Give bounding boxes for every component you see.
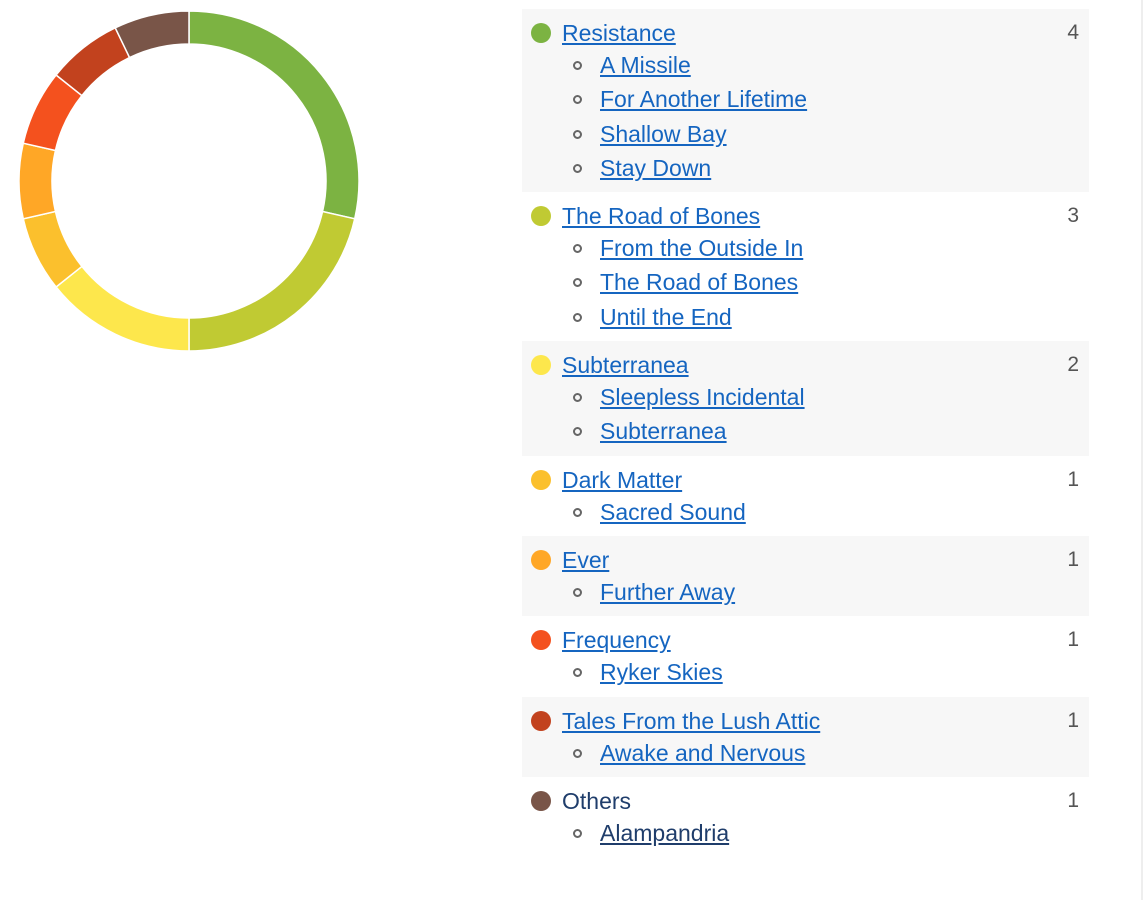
legend-group-count: 1 (1067, 467, 1079, 491)
legend-group: Dark Matter 1 Sacred Sound (522, 456, 1089, 536)
legend-item-link[interactable]: Subterranea (600, 418, 727, 445)
bullet-icon (573, 507, 582, 517)
legend-group: The Road of Bones 3 From the Outside In The… (522, 192, 1089, 341)
legend-group-header: Tales From the Lush Attic 1 (522, 706, 1089, 736)
legend-group-name[interactable]: Dark Matter (562, 466, 683, 493)
donut-chart (18, 10, 360, 352)
legend-color-dot-icon (531, 23, 551, 43)
legend-item: From the Outside In (522, 231, 1089, 265)
bullet-icon (573, 129, 582, 139)
bullet-icon (573, 748, 582, 758)
legend-item-list: Ryker Skies (522, 655, 1089, 689)
legend-item: Sacred Sound (522, 495, 1089, 529)
bullet-icon (573, 95, 582, 105)
legend-group-name[interactable]: Ever (562, 546, 610, 573)
legend-group-header: Others 1 (522, 786, 1089, 816)
legend-group: Frequency 1 Ryker Skies (522, 616, 1089, 696)
legend-color-dot-icon (531, 206, 551, 227)
legend-item: Alampandria (522, 816, 1089, 850)
bullet-icon (573, 427, 582, 437)
bullet-icon (573, 587, 582, 597)
legend-group-header: Resistance 4 (522, 18, 1089, 48)
legend-group-header: Subterranea 2 (522, 350, 1089, 380)
legend-group-header: Frequency 1 (522, 625, 1089, 655)
bullet-icon (573, 393, 582, 403)
legend-item: A Missile (522, 48, 1089, 82)
bullet-icon (573, 244, 582, 254)
legend-color-dot-icon (531, 710, 551, 731)
legend-color-dot-icon (531, 549, 551, 570)
legend-group-name[interactable]: Resistance (562, 20, 676, 46)
legend-group-count: 1 (1067, 788, 1079, 812)
legend-color-dot-icon (531, 469, 551, 490)
bullet-icon (573, 278, 582, 288)
legend-group-count: 4 (1067, 21, 1079, 44)
legend-group: Resistance 4 A Missile For Another Lifetime… (522, 9, 1089, 193)
legend-item: Ryker Skies (522, 655, 1089, 689)
legend-item-link[interactable]: Stay Down (600, 154, 712, 181)
legend-item-link[interactable]: Ryker Skies (600, 659, 723, 686)
legend-item-link[interactable]: The Road of Bones (600, 269, 799, 296)
legend-color-dot-icon (531, 355, 551, 376)
legend-group-header: Ever 1 (522, 545, 1089, 575)
legend-item: Subterranea (522, 414, 1089, 448)
legend-item: Sleepless Incidental (522, 380, 1089, 414)
legend-item: Awake and Nervous (522, 736, 1089, 770)
legend-item-list: Alampandria (522, 816, 1089, 850)
legend-group: Subterranea 2 Sleepless Incidental Subterra… (522, 341, 1089, 456)
legend-group-count: 1 (1067, 628, 1079, 652)
legend-group-name[interactable]: Subterranea (562, 352, 689, 379)
donut-slice[interactable] (188, 10, 360, 220)
legend-group-name[interactable]: Frequency (562, 627, 671, 654)
legend-group-count: 1 (1067, 708, 1079, 732)
scrollbar-track[interactable] (1141, 0, 1143, 900)
donut-slice[interactable] (18, 142, 57, 220)
legend-group-name: Others (562, 787, 632, 814)
legend-color-dot-icon (531, 630, 551, 651)
bullet-icon (573, 163, 582, 173)
chart-legend: Resistance 4 A Missile For Another Lifetime… (522, 9, 1089, 857)
legend-item-link[interactable]: For Another Lifetime (600, 86, 808, 113)
legend-item-link[interactable]: Further Away (600, 578, 736, 605)
legend-group-count: 1 (1067, 547, 1079, 571)
legend-item: Shallow Bay (522, 117, 1089, 151)
legend-item-link[interactable]: Sleepless Incidental (600, 384, 805, 411)
legend-item-link[interactable]: Sacred Sound (600, 498, 746, 525)
legend-group-name[interactable]: Tales From the Lush Attic (562, 707, 821, 734)
legend-item-list: Further Away (522, 575, 1089, 609)
legend-item-link[interactable]: A Missile (600, 52, 691, 78)
bullet-icon (573, 828, 582, 838)
legend-item: Stay Down (522, 151, 1089, 185)
legend-item: Further Away (522, 575, 1089, 609)
donut-slice[interactable] (188, 210, 356, 352)
legend-item-link[interactable]: Shallow Bay (600, 120, 727, 147)
legend-item: The Road of Bones (522, 265, 1089, 299)
legend-group-header: Dark Matter 1 (522, 465, 1089, 495)
legend-group: Tales From the Lush Attic 1 Awake and Nerv… (522, 696, 1089, 777)
legend-item: Until the End (522, 300, 1089, 334)
bullet-icon (573, 312, 582, 322)
bullet-icon (573, 668, 582, 678)
legend-item-list: Awake and Nervous (522, 736, 1089, 770)
legend-group-count: 2 (1067, 353, 1079, 377)
legend-group-header: The Road of Bones 3 (522, 201, 1089, 231)
legend-item-link[interactable]: From the Outside In (600, 235, 804, 262)
legend-item-link[interactable]: Awake and Nervous (600, 739, 806, 766)
legend-item: For Another Lifetime (522, 82, 1089, 116)
legend-group-count: 3 (1067, 204, 1079, 228)
legend-item-list: From the Outside In The Road of Bones Unti… (522, 231, 1089, 334)
legend-group-name[interactable]: The Road of Bones (562, 203, 761, 230)
legend-group: Others 1 Alampandria (522, 777, 1089, 857)
legend-group: Ever 1 Further Away (522, 535, 1089, 617)
legend-item-list: Sacred Sound (522, 495, 1089, 529)
legend-item-link[interactable]: Until the End (600, 303, 732, 330)
legend-item-link[interactable]: Alampandria (600, 819, 730, 846)
donut-slice[interactable] (114, 10, 190, 59)
bullet-icon (573, 61, 582, 70)
legend-item-list: A Missile For Another Lifetime Shallow Bay… (522, 48, 1089, 185)
legend-item-list: Sleepless Incidental Subterranea (522, 380, 1089, 449)
donut-slice[interactable] (55, 265, 190, 352)
legend-color-dot-icon (531, 790, 551, 811)
